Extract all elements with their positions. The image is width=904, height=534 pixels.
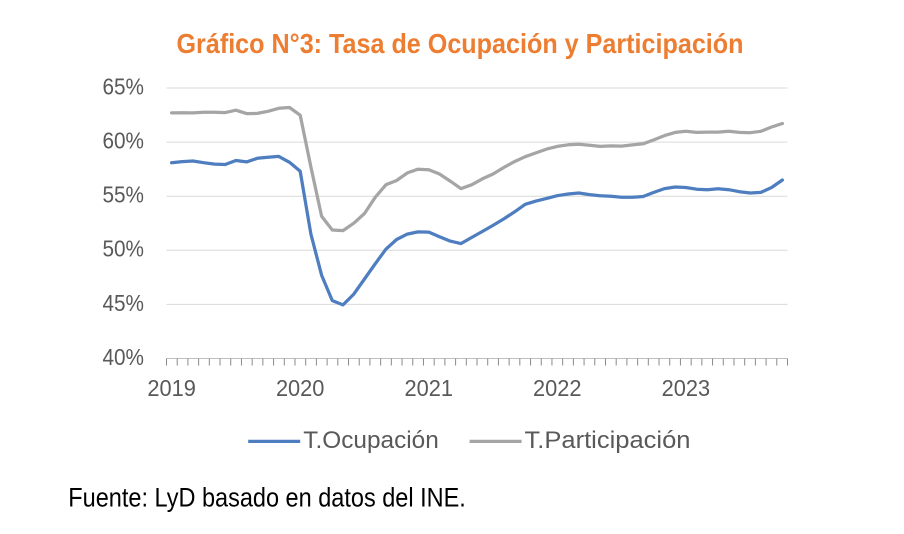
svg-text:60%: 60% (103, 128, 145, 154)
svg-text:T.Participación: T.Participación (525, 427, 691, 454)
svg-text:65%: 65% (103, 73, 145, 99)
svg-text:T.Ocupación: T.Ocupación (303, 427, 439, 454)
svg-text:40%: 40% (103, 344, 145, 370)
svg-text:2023: 2023 (662, 375, 711, 401)
svg-text:2019: 2019 (147, 375, 196, 401)
svg-text:Gráfico N°3: Tasa de Ocupación: Gráfico N°3: Tasa de Ocupación y Partici… (177, 28, 744, 59)
svg-text:45%: 45% (103, 290, 145, 316)
svg-text:2022: 2022 (533, 375, 582, 401)
svg-text:2020: 2020 (276, 375, 325, 401)
svg-text:55%: 55% (103, 182, 145, 208)
svg-text:50%: 50% (103, 236, 145, 262)
svg-text:2021: 2021 (405, 375, 454, 401)
svg-text:Fuente: LyD basado en datos de: Fuente: LyD basado en datos del INE. (68, 483, 466, 513)
